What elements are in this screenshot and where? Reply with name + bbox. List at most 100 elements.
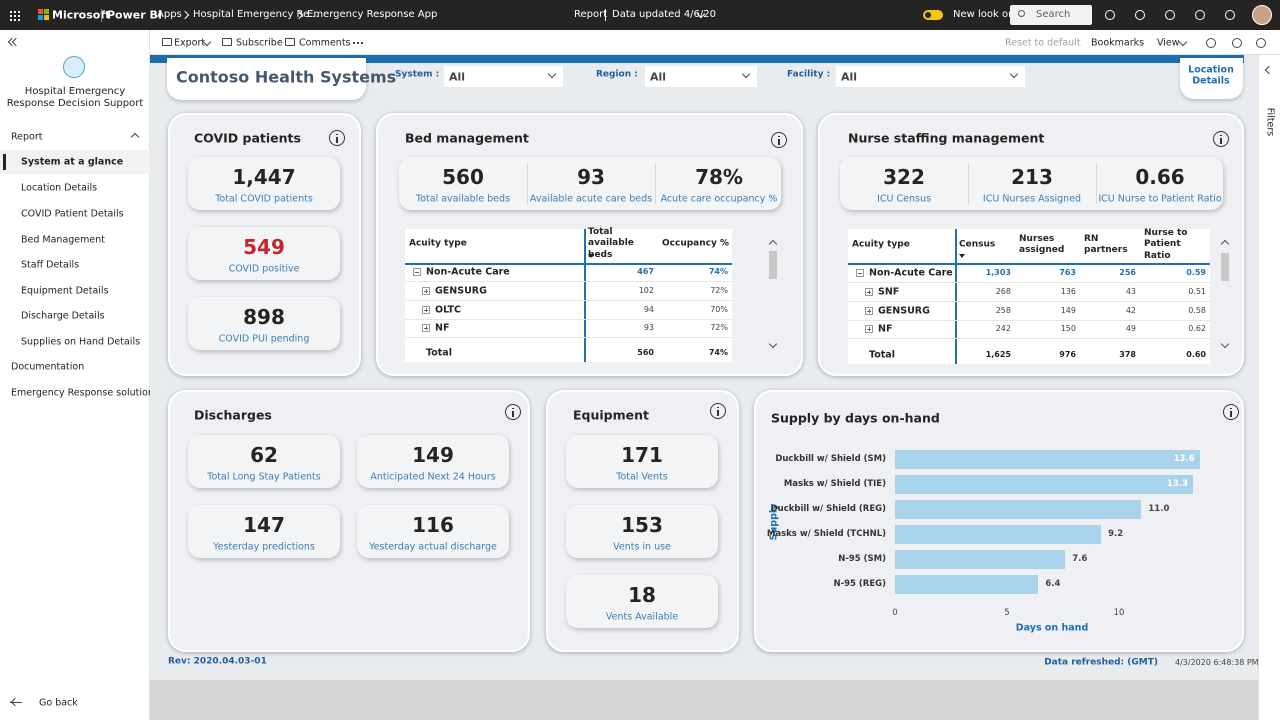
filter-dropdown[interactable] <box>836 66 1025 87</box>
cell: 150 <box>1060 324 1076 334</box>
microsoft-logo <box>38 9 43 14</box>
toolbar-button[interactable]: Comments <box>299 37 351 49</box>
nav-section[interactable]: Report <box>11 131 43 143</box>
expand-icon[interactable] <box>413 268 421 276</box>
header-icon[interactable] <box>1135 10 1145 20</box>
kpi-tile <box>566 505 718 558</box>
app-launcher-dot[interactable] <box>14 15 16 17</box>
row-rule <box>848 282 1210 283</box>
kpi-label: Yesterday predictions <box>213 541 315 553</box>
toolbar-icon[interactable] <box>1256 38 1266 48</box>
nav-item[interactable]: Equipment Details <box>21 285 109 297</box>
app-launcher-dot[interactable] <box>10 19 12 21</box>
cell: 102 <box>638 286 654 296</box>
info-icon-bar <box>512 410 514 417</box>
kpi-value: 149 <box>412 443 454 468</box>
kpi-value: 78% <box>695 165 743 190</box>
nav-link[interactable]: Emergency Response solution d... <box>11 387 172 399</box>
location-details-button[interactable]: Location Details <box>1188 64 1234 87</box>
toolbar-button[interactable]: Subscribe <box>236 37 283 49</box>
filters-pane-label[interactable]: Filters <box>1264 107 1276 137</box>
toolbar-button[interactable]: Reset to default <box>1005 37 1081 49</box>
expand-icon[interactable] <box>856 269 864 277</box>
total-label: Total <box>426 347 452 359</box>
app-launcher-dot[interactable] <box>10 15 12 17</box>
app-launcher-dot[interactable] <box>10 11 12 13</box>
breadcrumb[interactable]: Apps <box>157 9 182 20</box>
value-label: 13.6 <box>1173 453 1195 464</box>
expand-icon[interactable] <box>422 306 430 314</box>
location-button[interactable] <box>1180 58 1243 99</box>
search-icon <box>1018 10 1025 17</box>
bar[interactable] <box>895 524 1102 544</box>
kpi-divider <box>655 164 656 204</box>
nav-item[interactable]: Discharge Details <box>21 310 105 322</box>
bar[interactable] <box>895 474 1193 494</box>
breadcrumb[interactable]: Hospital Emergency Re... <box>193 9 319 20</box>
toolbar-icon[interactable] <box>1232 38 1242 48</box>
info-icon-dot <box>717 406 719 409</box>
row-rule <box>405 281 732 282</box>
nav-item[interactable]: COVID Patient Details <box>21 208 124 220</box>
toolbar-icon[interactable] <box>1206 38 1216 48</box>
toolbar-button[interactable]: Export <box>174 37 206 49</box>
value-label: 7.6 <box>1072 553 1088 564</box>
filter-dropdown[interactable] <box>444 66 563 87</box>
app-launcher-dot[interactable] <box>18 19 20 21</box>
nav-link[interactable]: Documentation <box>11 361 85 373</box>
kpi-value: 898 <box>243 305 285 330</box>
expand-icon-bar <box>868 309 870 313</box>
kpi-label: Vents Available <box>605 611 679 623</box>
app-launcher-dot[interactable] <box>18 15 20 17</box>
info-icon <box>329 130 345 146</box>
filter-dropdown[interactable] <box>645 66 757 87</box>
card-title: Discharges <box>194 407 272 423</box>
app-launcher-dot[interactable] <box>18 11 20 13</box>
header-icon[interactable] <box>1195 10 1205 20</box>
x-tick-label: 10 <box>1113 607 1125 618</box>
scroll-thumb <box>769 251 777 279</box>
report-title: Contoso Health Systems <box>176 67 397 87</box>
nav-item[interactable]: System at a glance <box>21 156 124 168</box>
search-box[interactable] <box>1010 5 1092 25</box>
nav-item[interactable]: Location Details <box>21 182 98 194</box>
category-label: N-95 (SM) <box>838 553 886 564</box>
total-cell: 0.60 <box>1186 350 1206 360</box>
bar[interactable] <box>895 499 1142 519</box>
nav-item[interactable]: Staff Details <box>21 259 80 271</box>
header-icon[interactable] <box>1225 10 1235 20</box>
sort-arrow <box>588 254 594 258</box>
header-stripe <box>150 55 1244 63</box>
expand-icon[interactable] <box>865 288 873 296</box>
expand-icon[interactable] <box>422 287 430 295</box>
expand-icon[interactable] <box>865 307 873 315</box>
bar[interactable] <box>895 549 1066 569</box>
info-icon-dot <box>512 407 514 410</box>
app-title: Hospital Emergency Response Decision Sup… <box>6 86 144 109</box>
app-launcher-dot[interactable] <box>14 19 16 21</box>
bar[interactable] <box>895 574 1039 594</box>
kpi-value: 549 <box>243 235 285 260</box>
expand-icon[interactable] <box>422 324 430 332</box>
toolbar <box>150 30 1280 55</box>
kpi-label: Total Vents <box>616 471 668 483</box>
nav-item[interactable]: Bed Management <box>21 234 105 246</box>
bar[interactable] <box>895 449 1200 469</box>
expand-icon-bar <box>415 271 419 273</box>
expand-icon[interactable] <box>865 325 873 333</box>
toolbar-button[interactable]: View <box>1157 37 1180 49</box>
header-icon[interactable] <box>1105 10 1115 20</box>
data-updated[interactable]: Data updated 4/6/20 <box>612 9 717 20</box>
breadcrumb[interactable]: Emergency Response App <box>307 9 438 20</box>
row-label: OLTC <box>435 304 462 316</box>
avatar[interactable] <box>1252 5 1272 25</box>
header-icon[interactable] <box>1165 10 1175 20</box>
toolbar-button[interactable]: Bookmarks <box>1091 37 1145 49</box>
row-label: NF <box>878 323 893 335</box>
kpi-value: 116 <box>412 513 454 538</box>
go-back[interactable]: Go back <box>39 697 78 709</box>
row-rule <box>848 301 1210 302</box>
app-launcher-dot[interactable] <box>14 11 16 13</box>
new-look-toggle[interactable] <box>923 10 943 20</box>
nav-item[interactable]: Supplies on Hand Details <box>21 336 141 348</box>
